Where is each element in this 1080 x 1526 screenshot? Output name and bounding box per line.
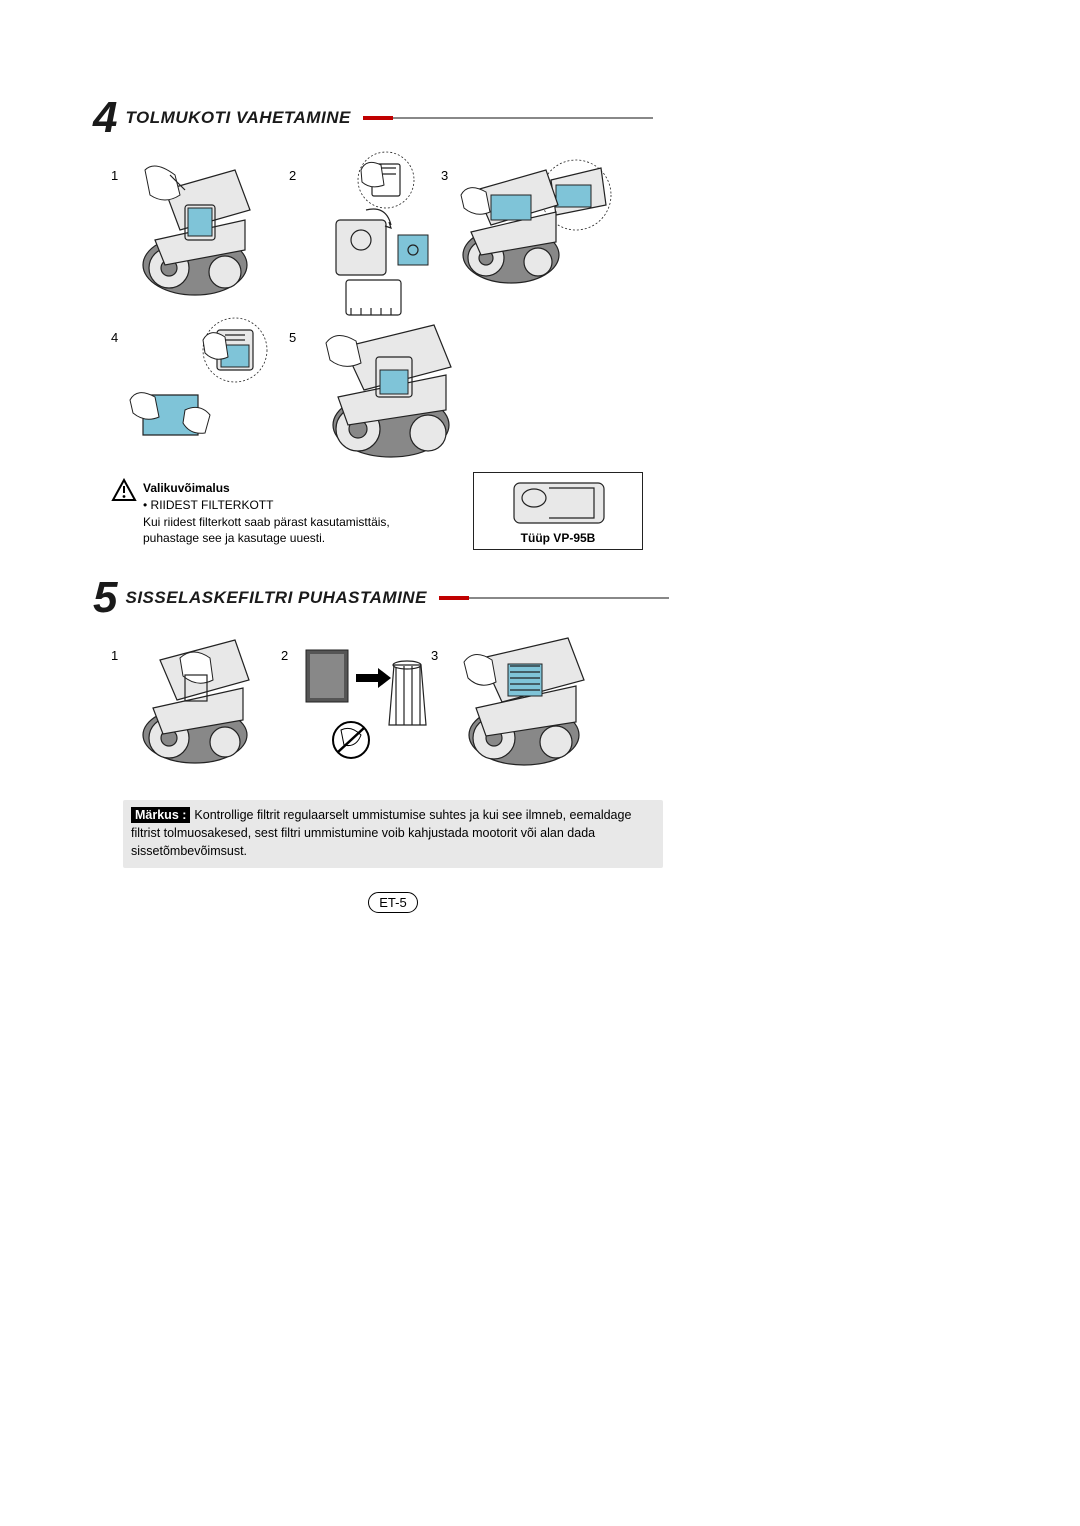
s5-step-2-illustration	[296, 630, 446, 780]
step-2-illustration	[306, 150, 446, 320]
section-5-steps: 1 2	[111, 630, 693, 780]
step-label: 2	[281, 648, 288, 663]
section-4-rule	[363, 116, 693, 120]
step-1-illustration	[125, 150, 275, 300]
section-4-number: 4	[93, 96, 117, 140]
option-heading: Valikuvõimalus	[143, 480, 390, 497]
section-5-title: SISSELASKEFILTRI PUHASTAMINE	[125, 588, 426, 608]
step-label: 4	[111, 330, 118, 345]
step-4-illustration	[125, 315, 285, 465]
option-line2: puhastage see ja kasutage uuesti.	[143, 530, 390, 547]
s5-step-1-illustration	[125, 630, 275, 770]
section-5-number: 5	[93, 576, 117, 620]
section-4-header: 4 TOLMUKOTI VAHETAMINE	[93, 96, 693, 140]
section-5-header: 5 SISSELASKEFILTRI PUHASTAMINE	[93, 576, 693, 620]
step-label: 1	[111, 648, 118, 663]
step-5-illustration	[306, 315, 476, 465]
option-text: Valikuvõimalus • RIIDEST FILTERKOTT Kui …	[143, 480, 390, 547]
option-bullet: • RIIDEST FILTERKOTT	[143, 497, 390, 514]
type-box: Tüüp VP-95B	[473, 472, 643, 550]
step-label: 2	[289, 168, 296, 183]
page-number: ET-5	[368, 892, 417, 913]
note-box: Märkus :Kontrollige filtrit regulaarselt…	[123, 800, 663, 868]
section-4-steps: 1 2 3	[111, 150, 693, 470]
type-illustration	[474, 473, 644, 533]
note-body: Kontrollige filtrit regulaarselt ummistu…	[131, 808, 631, 858]
step-label: 3	[431, 648, 438, 663]
s5-step-3-illustration	[446, 630, 606, 770]
option-box: Valikuvõimalus • RIIDEST FILTERKOTT Kui …	[111, 478, 693, 558]
page-number-wrap: ET-5	[93, 892, 693, 913]
step-3-illustration	[456, 150, 616, 300]
section-4-title: TOLMUKOTI VAHETAMINE	[125, 108, 350, 128]
note-label: Märkus :	[131, 807, 190, 823]
step-label: 3	[441, 168, 448, 183]
warning-icon	[111, 478, 137, 502]
step-label: 5	[289, 330, 296, 345]
option-line1: Kui riidest filterkott saab pärast kasut…	[143, 514, 390, 531]
section-5-rule	[439, 596, 693, 600]
step-label: 1	[111, 168, 118, 183]
type-label: Tüüp VP-95B	[474, 531, 642, 545]
